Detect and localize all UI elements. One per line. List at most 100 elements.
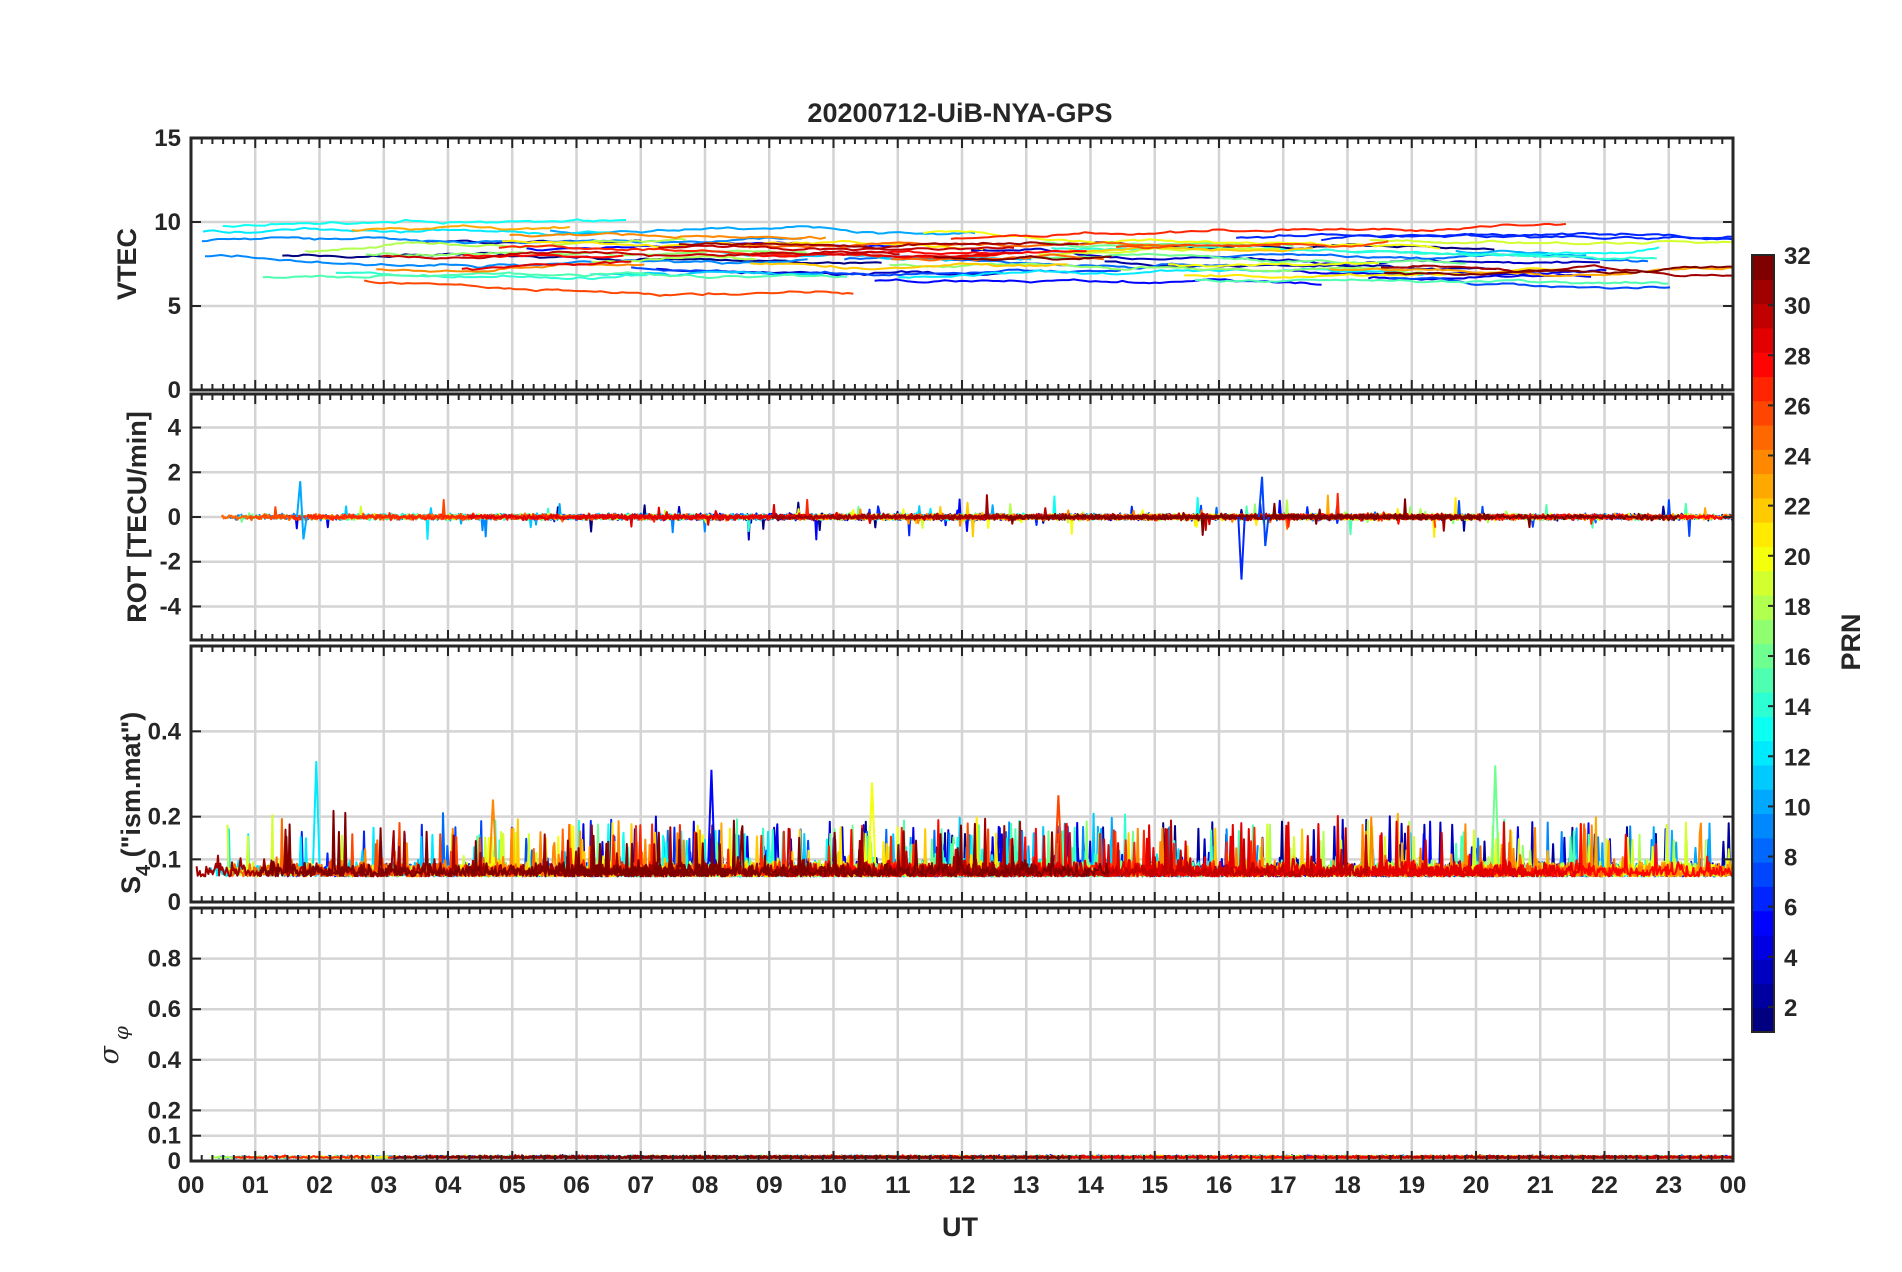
colorbar-tick-label: 24 bbox=[1784, 444, 1811, 471]
colorbar-swatch bbox=[1752, 303, 1774, 329]
y-axis-label: σφ bbox=[94, 1026, 133, 1064]
y-tick-label: 0.8 bbox=[148, 946, 181, 973]
colorbar-swatch bbox=[1752, 255, 1774, 280]
series-line-prn-19 bbox=[1370, 239, 1734, 246]
colorbar-tick-label: 16 bbox=[1784, 644, 1811, 671]
series-line-prn-23 bbox=[351, 224, 570, 232]
colorbar-swatch bbox=[1752, 667, 1774, 693]
series-line-prn-32 bbox=[1384, 265, 1733, 276]
series-line-prn-29 bbox=[461, 260, 632, 271]
series-line-prn-22 bbox=[1068, 245, 1313, 253]
y-tick-label: 0 bbox=[168, 504, 181, 531]
colorbar-tick-label: 6 bbox=[1784, 895, 1797, 922]
colorbar-tick-label: 14 bbox=[1784, 694, 1811, 721]
series-line-prn-31 bbox=[678, 241, 1079, 250]
series-spike bbox=[296, 481, 308, 540]
series-line-prn-31 bbox=[771, 512, 969, 522]
y-tick-label: 15 bbox=[154, 125, 181, 152]
series-spike bbox=[488, 799, 498, 864]
colorbar-swatch bbox=[1752, 376, 1774, 402]
series-line-prn-15 bbox=[262, 271, 848, 279]
series-line-prn-30 bbox=[658, 244, 1015, 252]
colorbar-swatch bbox=[1752, 473, 1774, 499]
y-tick-label: 0.2 bbox=[148, 1097, 181, 1124]
x-tick-label: 15 bbox=[1141, 1172, 1168, 1199]
series-line-prn-18 bbox=[305, 237, 687, 253]
y-tick-label: 0.2 bbox=[148, 804, 181, 831]
colorbar-tick-label: 12 bbox=[1784, 744, 1811, 771]
x-tick-label: 13 bbox=[1013, 1172, 1040, 1199]
x-tick-label: 16 bbox=[1206, 1172, 1233, 1199]
y-tick-label: 0.6 bbox=[148, 996, 181, 1023]
x-tick-label: 06 bbox=[563, 1172, 590, 1199]
x-tick-label: 10 bbox=[820, 1172, 847, 1199]
x-tick-label: 02 bbox=[306, 1172, 333, 1199]
series-line-prn-32 bbox=[1002, 498, 1495, 536]
series-line-prn-27 bbox=[233, 1154, 372, 1159]
series-line-prn-32 bbox=[565, 1154, 1073, 1159]
y-tick-label: 5 bbox=[168, 293, 181, 320]
y-tick-label: 0.1 bbox=[148, 1123, 181, 1150]
series-line-prn-29 bbox=[816, 251, 1020, 258]
x-tick-label: 03 bbox=[370, 1172, 397, 1199]
colorbar-tick-label: 28 bbox=[1784, 343, 1811, 370]
colorbar-swatch bbox=[1752, 862, 1774, 887]
x-tick-label: 19 bbox=[1398, 1172, 1425, 1199]
colorbar-swatch bbox=[1752, 352, 1774, 378]
colorbar-tick-label: 32 bbox=[1784, 243, 1811, 270]
colorbar-swatch bbox=[1752, 934, 1774, 960]
colorbar-swatch bbox=[1752, 789, 1774, 815]
colorbar-tick-label: 8 bbox=[1784, 845, 1797, 872]
colorbar-swatch bbox=[1752, 497, 1774, 523]
y-tick-label: 0.1 bbox=[148, 846, 181, 873]
y-tick-label: 0.4 bbox=[148, 1047, 182, 1074]
x-tick-label: 12 bbox=[949, 1172, 976, 1199]
series-line-prn-27 bbox=[950, 222, 1567, 240]
series-line-prn-30 bbox=[382, 250, 900, 260]
colorbar-swatch bbox=[1752, 837, 1774, 863]
series-line-prn-7 bbox=[1389, 276, 1671, 290]
series-line-prn-12 bbox=[202, 226, 610, 237]
colorbar-swatch bbox=[1752, 424, 1774, 450]
colorbar-swatch bbox=[1752, 619, 1774, 645]
colorbar-tick-label: 18 bbox=[1784, 594, 1811, 621]
panel-3: 00.10.20.4S4 ("ism.mat") bbox=[116, 644, 1735, 916]
panel-1: 0 5 10 15 VTEC bbox=[112, 125, 1735, 404]
x-tick-label: 23 bbox=[1655, 1172, 1682, 1199]
series-line-prn-28 bbox=[742, 249, 1087, 258]
series-line-prn-15 bbox=[1194, 278, 1669, 285]
colorbar-swatch bbox=[1752, 546, 1774, 572]
colorbar-swatch bbox=[1752, 886, 1774, 912]
series-line-prn-3 bbox=[971, 247, 1600, 266]
x-tick-label: 11 bbox=[885, 1172, 910, 1199]
series-line-prn-22 bbox=[750, 262, 1068, 271]
y-axis-label: VTEC bbox=[112, 228, 142, 300]
series-spike bbox=[312, 761, 321, 864]
x-tick-label: 22 bbox=[1591, 1172, 1618, 1199]
y-axis-label-main: S bbox=[116, 876, 146, 894]
series-group bbox=[220, 476, 1734, 580]
x-tick-label: 08 bbox=[692, 1172, 719, 1199]
series-line-prn-20 bbox=[1168, 261, 1380, 268]
colorbar-swatch bbox=[1752, 279, 1774, 305]
colorbar-swatch bbox=[1752, 692, 1774, 717]
x-tick-label: 00 bbox=[178, 1172, 205, 1199]
x-tick-label: 00 bbox=[1720, 1172, 1747, 1199]
series-spike bbox=[867, 782, 877, 864]
series-spike bbox=[1491, 765, 1500, 864]
x-tick-label: 18 bbox=[1334, 1172, 1361, 1199]
series-line-prn-24 bbox=[509, 232, 827, 240]
y-tick-label: 0 bbox=[168, 889, 181, 916]
y-tick-label: 0 bbox=[168, 1148, 181, 1175]
colorbar-swatch bbox=[1752, 1007, 1774, 1033]
x-tick-label: 05 bbox=[499, 1172, 526, 1199]
x-tick-label: 21 bbox=[1527, 1172, 1554, 1199]
colorbar-swatch bbox=[1752, 764, 1774, 790]
x-tick-label: 01 bbox=[242, 1172, 269, 1199]
colorbar-tick-label: 20 bbox=[1784, 544, 1811, 571]
y-tick-label: 0.4 bbox=[148, 718, 182, 745]
colorbar-swatch bbox=[1752, 327, 1774, 353]
colorbar-swatch bbox=[1752, 740, 1774, 766]
